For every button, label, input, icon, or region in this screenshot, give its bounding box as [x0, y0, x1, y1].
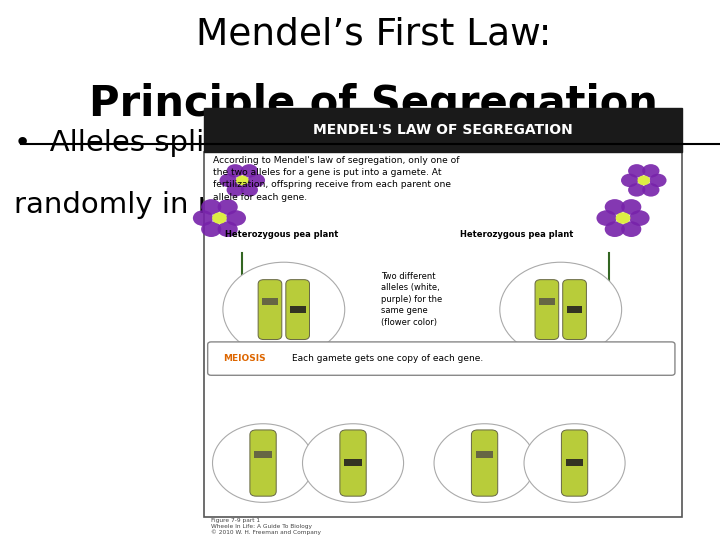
Circle shape: [217, 221, 238, 237]
Circle shape: [628, 164, 645, 178]
FancyBboxPatch shape: [204, 152, 682, 517]
Text: According to Mendel's law of segregation, only one of
the two alleles for a gene: According to Mendel's law of segregation…: [212, 156, 459, 201]
Circle shape: [212, 212, 227, 224]
Circle shape: [434, 424, 535, 502]
Circle shape: [248, 174, 265, 187]
Circle shape: [240, 164, 258, 178]
Text: MEIOSIS: MEIOSIS: [223, 354, 266, 363]
Circle shape: [629, 210, 649, 226]
Text: •  Alleles split apart: • Alleles split apart: [14, 129, 302, 157]
Text: Two different
alleles (white,
purple) for the
same gene
(flower color): Two different alleles (white, purple) fo…: [381, 272, 442, 327]
Text: Heterozygous pea plant: Heterozygous pea plant: [460, 230, 574, 239]
Text: randomly in meiosis: randomly in meiosis: [14, 191, 309, 219]
Circle shape: [524, 424, 625, 502]
Text: Principle of Segregation: Principle of Segregation: [89, 84, 658, 125]
Bar: [262, 298, 278, 305]
Circle shape: [220, 174, 237, 187]
Circle shape: [605, 199, 625, 215]
Circle shape: [616, 212, 631, 224]
Bar: [476, 450, 493, 458]
Circle shape: [596, 210, 616, 226]
Text: Each gamete gets one copy of each gene.: Each gamete gets one copy of each gene.: [292, 354, 483, 363]
Circle shape: [302, 424, 404, 502]
Circle shape: [212, 424, 314, 502]
Circle shape: [500, 262, 621, 357]
Circle shape: [217, 199, 238, 215]
Bar: [344, 459, 362, 467]
Circle shape: [637, 176, 650, 185]
Circle shape: [201, 221, 221, 237]
FancyBboxPatch shape: [535, 280, 559, 340]
Circle shape: [240, 183, 258, 197]
Bar: [254, 450, 272, 458]
Circle shape: [227, 183, 244, 197]
Circle shape: [226, 210, 246, 226]
FancyBboxPatch shape: [250, 430, 276, 496]
FancyBboxPatch shape: [472, 430, 498, 496]
Text: Heterozygous pea plant: Heterozygous pea plant: [225, 230, 338, 239]
FancyBboxPatch shape: [204, 107, 682, 152]
FancyBboxPatch shape: [207, 342, 675, 375]
FancyBboxPatch shape: [340, 430, 366, 496]
Circle shape: [621, 221, 642, 237]
Circle shape: [193, 210, 213, 226]
Circle shape: [621, 199, 642, 215]
Circle shape: [201, 199, 221, 215]
FancyBboxPatch shape: [258, 280, 282, 340]
Circle shape: [621, 174, 639, 187]
Circle shape: [223, 262, 345, 357]
Text: Figure 7-9 part 1
Wheele In Life: A Guide To Biology
© 2010 W. H. Freeman and Co: Figure 7-9 part 1 Wheele In Life: A Guid…: [211, 518, 321, 535]
Circle shape: [236, 176, 248, 185]
Text: MENDEL'S LAW OF SEGREGATION: MENDEL'S LAW OF SEGREGATION: [313, 123, 573, 137]
Bar: [539, 298, 555, 305]
Circle shape: [605, 221, 625, 237]
FancyBboxPatch shape: [562, 430, 588, 496]
FancyBboxPatch shape: [286, 280, 310, 340]
Text: Mendel’s First Law:: Mendel’s First Law:: [196, 16, 552, 52]
FancyBboxPatch shape: [563, 280, 586, 340]
Circle shape: [227, 164, 244, 178]
Bar: [289, 306, 305, 313]
Circle shape: [628, 183, 645, 197]
Circle shape: [642, 164, 660, 178]
Bar: [566, 459, 583, 467]
Circle shape: [649, 174, 667, 187]
Bar: [567, 306, 582, 313]
Circle shape: [642, 183, 660, 197]
